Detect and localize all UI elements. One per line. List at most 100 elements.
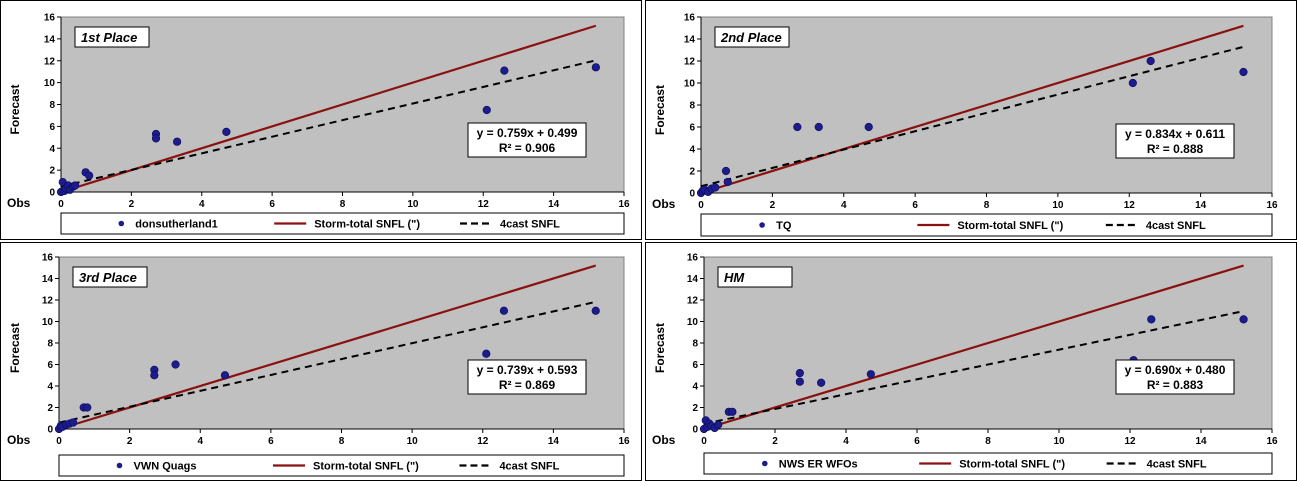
y-tick-label: 2: [692, 403, 698, 414]
legend-box: [700, 213, 1273, 237]
legend-marker-points: [759, 222, 765, 228]
x-axis-label: Obs: [7, 433, 31, 447]
regression-equation: y = 0.834x + 0.611: [1125, 127, 1225, 141]
data-point: [85, 171, 94, 180]
legend-box: [60, 212, 625, 235]
data-point: [795, 369, 804, 378]
chart-title: 2nd Place: [720, 30, 782, 45]
x-tick-label: 12: [477, 436, 489, 447]
x-tick-label: 0: [701, 436, 707, 447]
regression-equation: y = 0.759x + 0.499: [477, 126, 578, 140]
y-axis-label: Forecast: [8, 323, 22, 373]
chart-panel-2: 0 2 4 6 8 10 12 14 16 0 2 4 6 8 10 12 14 16 Forecast Obs 2nd…: [645, 0, 1297, 240]
x-tick-label: 2: [127, 436, 133, 447]
r-squared: R² = 0.883: [1147, 378, 1204, 392]
data-point: [793, 122, 802, 132]
data-point: [220, 371, 230, 380]
data-point: [171, 360, 180, 369]
data-point: [499, 306, 509, 315]
x-tick-label: 14: [548, 436, 560, 447]
regression-equation: y = 0.739x + 0.593: [477, 363, 578, 377]
x-tick-label: 4: [843, 436, 849, 447]
x-axis-label: Obs: [652, 197, 676, 211]
legend-label: 4cast SNFL: [1147, 459, 1207, 471]
data-point: [591, 63, 600, 72]
y-tick-label: 6: [689, 123, 695, 134]
data-point: [1147, 315, 1156, 324]
equation-box: [1115, 359, 1235, 395]
data-point: [1239, 67, 1248, 77]
y-axis-label: Forecast: [653, 323, 667, 373]
data-point: [723, 177, 732, 187]
y-tick-label: 12: [44, 56, 56, 67]
y-tick-label: 10: [44, 78, 56, 89]
data-point: [500, 66, 509, 75]
chart-title: 1st Place: [81, 30, 137, 45]
legend-marker-points: [118, 220, 125, 227]
x-tick-label: 16: [1266, 200, 1278, 211]
x-tick-label: 12: [1124, 200, 1136, 211]
y-tick-label: 2: [689, 167, 695, 178]
chart-panel-3: 0 2 4 6 8 10 12 14 16 0 2 4 6 8 10 12 14 16 Forecast Obs 3rd…: [0, 242, 642, 481]
x-axis-label: Obs: [652, 433, 676, 447]
forecast-trend-line: [60, 59, 597, 188]
data-point: [591, 306, 600, 315]
legend-box: [703, 452, 1273, 475]
y-tick-label: 16: [684, 13, 696, 24]
data-point: [70, 181, 80, 190]
x-tick-label: 6: [269, 199, 275, 210]
legend-label: VWN Quags: [134, 461, 197, 473]
x-tick-label: 14: [1195, 436, 1207, 447]
y-tick-label: 8: [689, 101, 695, 112]
x-axis-label: Obs: [7, 196, 31, 210]
storm-total-line: [58, 264, 597, 431]
data-point: [714, 420, 723, 429]
y-tick-label: 6: [47, 360, 53, 371]
x-tick-label: 8: [340, 199, 346, 210]
legend-label: Storm-total SNFL ("): [959, 459, 1065, 471]
data-point: [721, 166, 731, 176]
data-point: [69, 418, 78, 427]
x-tick-label: 14: [548, 199, 560, 210]
x-tick-label: 2: [129, 199, 135, 210]
data-point: [482, 349, 491, 358]
y-tick-label: 0: [47, 425, 53, 436]
x-tick-label: 16: [618, 436, 630, 447]
y-tick-label: 12: [684, 57, 696, 68]
x-tick-label: 0: [698, 200, 704, 211]
data-point: [151, 134, 161, 143]
x-tick-label: 10: [1052, 200, 1064, 211]
regression-equation: y = 0.690x + 0.480: [1125, 363, 1226, 377]
y-tick-label: 8: [49, 100, 55, 111]
x-tick-label: 10: [407, 199, 419, 210]
r-squared: R² = 0.869: [499, 378, 556, 392]
legend-label: 4cast SNFL: [500, 219, 560, 231]
chart-panel-1: 0 2 4 6 8 10 12 14 16 0 2 4 6 8 10 12 14 16 Forecast Obs 1st…: [0, 0, 642, 240]
x-tick-label: 4: [197, 436, 203, 447]
x-tick-label: 4: [841, 200, 847, 211]
title-box: [74, 26, 150, 48]
x-tick-label: 10: [407, 436, 419, 447]
legend-box: [58, 454, 625, 477]
chart-panel-4: 0 2 4 6 8 10 12 14 16 0 2 4 6 8 10 12 14 16 Forecast Obs HM y…: [645, 242, 1297, 481]
data-point: [817, 378, 826, 387]
x-tick-label: 6: [268, 436, 274, 447]
legend-label: 4cast SNFL: [1146, 220, 1206, 232]
x-tick-label: 8: [339, 436, 345, 447]
data-point: [150, 371, 159, 380]
y-tick-label: 4: [47, 382, 53, 393]
y-tick-label: 10: [687, 317, 699, 328]
x-tick-label: 0: [58, 199, 64, 210]
x-tick-label: 4: [199, 199, 205, 210]
x-tick-label: 14: [1195, 200, 1207, 211]
y-tick-label: 4: [689, 145, 695, 156]
data-point: [482, 105, 491, 115]
y-tick-label: 12: [687, 296, 699, 307]
data-point: [814, 122, 823, 132]
chart-title: HM: [724, 270, 745, 285]
data-point: [864, 122, 873, 132]
y-tick-label: 14: [42, 274, 54, 285]
x-tick-label: 2: [772, 436, 778, 447]
